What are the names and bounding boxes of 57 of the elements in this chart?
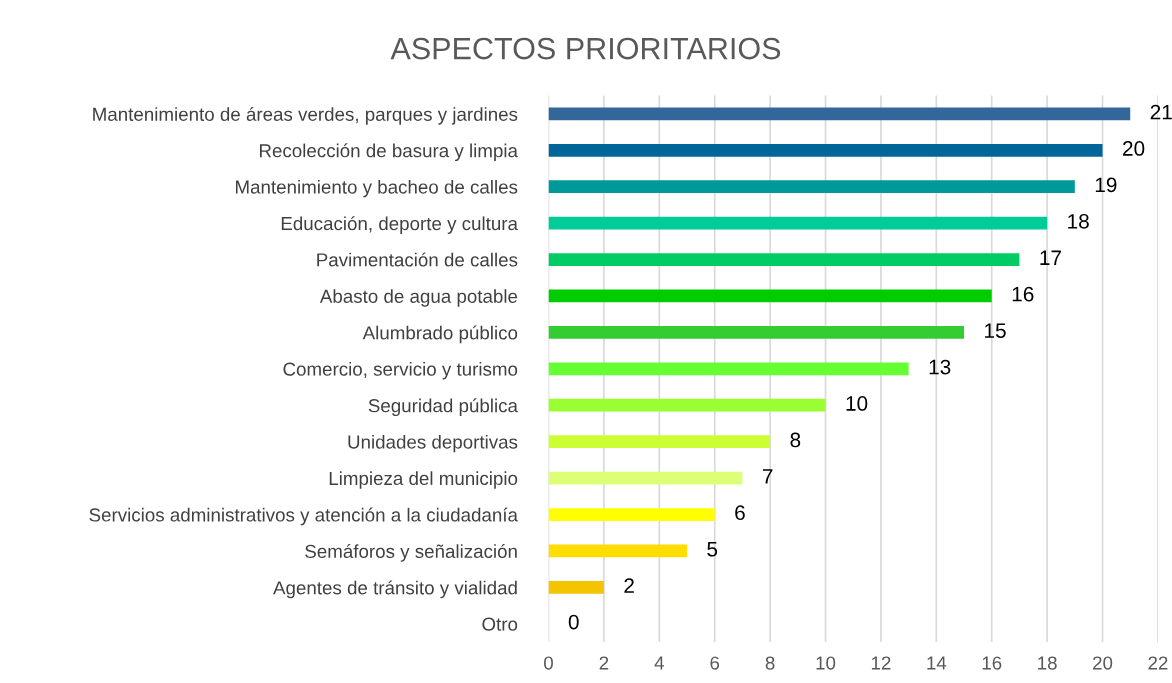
y-tick-label: Otro: [482, 617, 518, 631]
bar: [548, 362, 909, 376]
data-label: 16: [1012, 286, 1034, 302]
bar: [548, 216, 1048, 230]
data-label: 7: [762, 469, 773, 484]
x-tick-label: 4: [654, 656, 664, 670]
data-label: 5: [707, 542, 718, 557]
x-tick-label: 16: [982, 656, 1002, 670]
data-label: 10: [846, 396, 868, 411]
data-label: 2: [624, 578, 634, 593]
y-tick-label: Servicios administrativos y atención a la ciudadanía: [89, 507, 518, 526]
x-tick-label: 10: [816, 656, 836, 670]
data-label: 21: [1150, 104, 1172, 120]
y-tick-label: Abasto de agua potable: [319, 289, 518, 307]
data-label: 20: [1123, 141, 1145, 156]
data-label: 15: [985, 323, 1006, 338]
bar: [548, 289, 992, 303]
data-label: 13: [929, 359, 951, 375]
x-tick-label: 20: [1093, 656, 1113, 670]
y-tick-label: Semáforos y señalización: [305, 544, 517, 562]
y-tick-label: Seguridad pública: [368, 398, 518, 417]
data-label: 18: [1068, 213, 1089, 229]
y-tick-label: Comercio, servicio y turismo: [283, 362, 518, 380]
data-label: 17: [1040, 250, 1061, 265]
y-tick-label: Unidades deportivas: [348, 434, 518, 453]
y-tick-label: Mantenimiento y bacheo de calles: [236, 179, 518, 198]
data-label: 6: [735, 505, 745, 521]
x-tick-label: 18: [1038, 656, 1057, 670]
bar: [548, 435, 771, 449]
y-tick-label: Pavimentación de calles: [317, 252, 518, 267]
y-tick-label: Mantenimiento de áreas verdes, parques y jardines: [93, 106, 518, 125]
chart-title: ASPECTOS PRIORITARIOS: [390, 37, 781, 60]
bar: [548, 180, 1075, 194]
x-tick-label: 2: [599, 656, 609, 670]
x-tick-label: 0: [544, 656, 553, 670]
bar: [548, 107, 1131, 121]
bar: [548, 143, 1103, 157]
y-tick-label: Agentes de tránsito y vialidad: [273, 580, 517, 599]
data-label: 19: [1095, 177, 1117, 193]
y-tick-label: Educación, deporte y cultura: [281, 216, 518, 234]
y-tick-label: Limpieza del municipio: [329, 471, 518, 489]
bar: [548, 471, 743, 485]
bar: [548, 581, 604, 594]
bar: [548, 326, 965, 339]
y-tick-label: Recolección de basura y limpia: [259, 143, 518, 162]
y-tick-label: Alumbrado público: [362, 325, 518, 344]
data-label: 0: [568, 614, 579, 630]
x-tick-label: 22: [1148, 656, 1168, 670]
x-tick-label: 14: [927, 656, 947, 670]
x-tick-label: 6: [710, 656, 720, 670]
bar: [548, 544, 688, 558]
bar: [548, 253, 1020, 266]
bar: [548, 398, 826, 412]
x-tick-label: 12: [871, 656, 891, 670]
x-tick-label: 8: [765, 656, 775, 670]
data-label: 8: [790, 432, 801, 448]
bar: [548, 508, 715, 521]
